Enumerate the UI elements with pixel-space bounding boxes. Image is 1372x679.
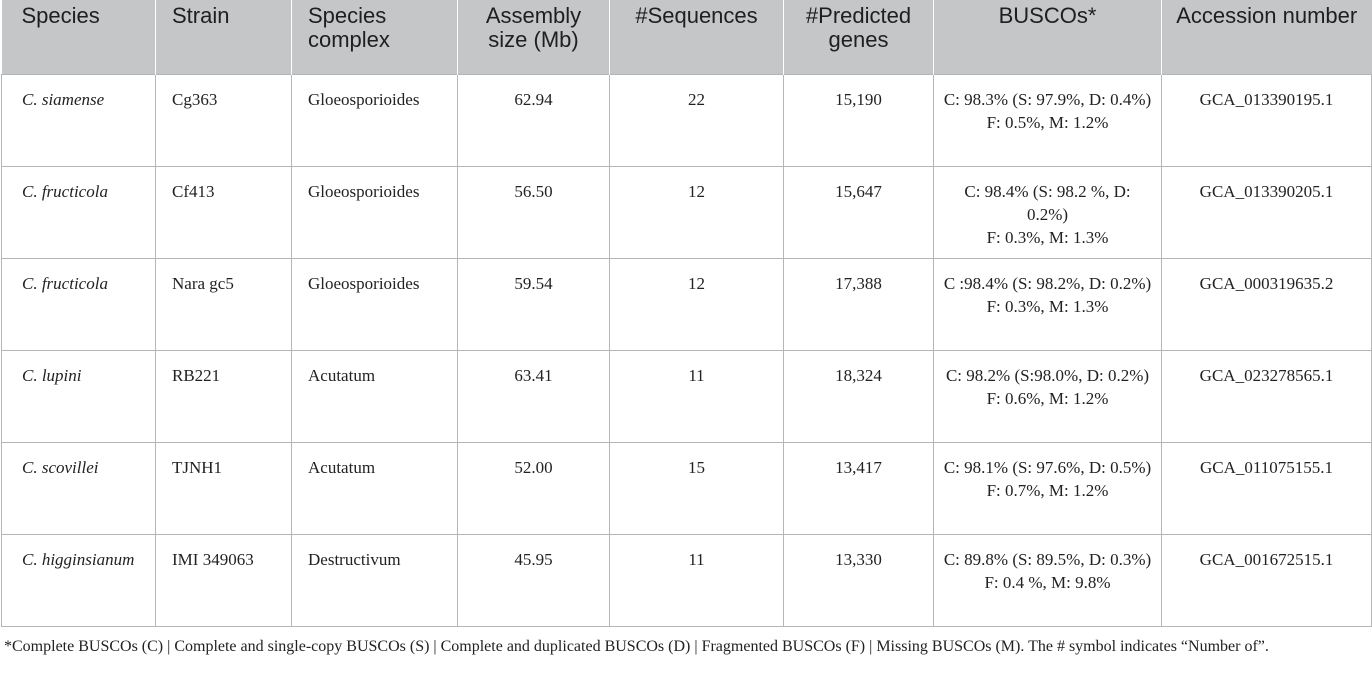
cell-buscos: C :98.4% (S: 98.2%, D: 0.2%) F: 0.3%, M:… [933,257,1162,351]
cell-sequences: 22 [609,73,784,167]
header-buscos: BUSCOs* [933,0,1162,74]
busco-complete-text: C :98.4% (S: 98.2%, D: 0.2%) [943,273,1152,293]
cell-accession: GCA_001672515.1 [1161,533,1372,627]
cell-species-complex: Gloeosporioides [291,257,458,351]
cell-assembly-size: 52.00 [457,441,610,535]
cell-assembly-size: 63.41 [457,349,610,443]
table-row: C. fructicola Nara gc5 Gloeosporioides 5… [1,257,1372,351]
table-row: C. higginsianum IMI 349063 Destructivum … [1,533,1372,627]
busco-complete-text: C: 98.2% (S:98.0%, D: 0.2%) [945,365,1150,385]
header-row: Species Strain Species complex Assembly … [1,0,1372,74]
cell-sequences: 11 [609,533,784,627]
cell-predicted-genes: 17,388 [783,257,934,351]
cell-buscos: C: 89.8% (S: 89.5%, D: 0.3%) F: 0.4 %, M… [933,533,1162,627]
cell-species: C. fructicola [1,257,156,351]
busco-complete-text: C: 98.4% (S: 98.2 %, D: 0.2%) [964,181,1131,224]
busco-complete-text: C: 98.3% (S: 97.9%, D: 0.4%) [943,89,1152,109]
cell-species-complex: Acutatum [291,441,458,535]
cell-strain: Cg363 [155,73,292,167]
cell-species-complex: Gloeosporioides [291,73,458,167]
cell-sequences: 12 [609,257,784,351]
table-row: C. fructicola Cf413 Gloeosporioides 56.5… [1,165,1372,259]
cell-buscos: C: 98.3% (S: 97.9%, D: 0.4%) F: 0.5%, M:… [933,73,1162,167]
header-predicted-genes: #Predicted genes [783,0,934,74]
table-row: C. lupini RB221 Acutatum 63.41 11 18,324… [1,349,1372,443]
busco-fragmented-missing-text: F: 0.6%, M: 1.2% [986,388,1109,408]
header-assembly-size: Assembly size (Mb) [457,0,610,74]
table-row: C. siamense Cg363 Gloeosporioides 62.94 … [1,73,1372,167]
cell-species: C. higginsianum [1,533,156,627]
cell-species-complex: Acutatum [291,349,458,443]
cell-species: C. scovillei [1,441,156,535]
genome-table: Species Strain Species complex Assembly … [1,0,1372,627]
cell-buscos: C: 98.2% (S:98.0%, D: 0.2%) F: 0.6%, M: … [933,349,1162,443]
busco-fragmented-missing-text: F: 0.7%, M: 1.2% [986,480,1109,500]
header-strain: Strain [155,0,292,74]
header-species-complex: Species complex [291,0,458,74]
header-accession-number: Accession number [1161,0,1372,74]
cell-accession: GCA_013390195.1 [1161,73,1372,167]
cell-accession: GCA_023278565.1 [1161,349,1372,443]
cell-strain: IMI 349063 [155,533,292,627]
cell-species: C. siamense [1,73,156,167]
busco-fragmented-missing-text: F: 0.3%, M: 1.3% [986,296,1109,316]
cell-strain: RB221 [155,349,292,443]
cell-predicted-genes: 15,647 [783,165,934,259]
cell-sequences: 12 [609,165,784,259]
busco-fragmented-missing-text: F: 0.3%, M: 1.3% [986,227,1109,247]
cell-predicted-genes: 13,417 [783,441,934,535]
cell-assembly-size: 56.50 [457,165,610,259]
cell-species: C. lupini [1,349,156,443]
cell-species-complex: Gloeosporioides [291,165,458,259]
header-species: Species [1,0,156,74]
cell-accession: GCA_013390205.1 [1161,165,1372,259]
busco-fragmented-missing-text: F: 0.5%, M: 1.2% [986,112,1109,132]
cell-predicted-genes: 13,330 [783,533,934,627]
cell-species: C. fructicola [1,165,156,259]
cell-species-complex: Destructivum [291,533,458,627]
busco-complete-text: C: 89.8% (S: 89.5%, D: 0.3%) [943,549,1152,569]
cell-buscos: C: 98.1% (S: 97.6%, D: 0.5%) F: 0.7%, M:… [933,441,1162,535]
busco-complete-text: C: 98.1% (S: 97.6%, D: 0.5%) [943,457,1152,477]
cell-predicted-genes: 15,190 [783,73,934,167]
cell-assembly-size: 62.94 [457,73,610,167]
cell-sequences: 11 [609,349,784,443]
header-sequences: #Sequences [609,0,784,74]
busco-fragmented-missing-text: F: 0.4 %, M: 9.8% [984,572,1111,592]
cell-assembly-size: 59.54 [457,257,610,351]
cell-buscos: C: 98.4% (S: 98.2 %, D: 0.2%) F: 0.3%, M… [933,165,1162,259]
cell-predicted-genes: 18,324 [783,349,934,443]
cell-assembly-size: 45.95 [457,533,610,627]
cell-sequences: 15 [609,441,784,535]
cell-accession: GCA_011075155.1 [1161,441,1372,535]
cell-strain: TJNH1 [155,441,292,535]
cell-strain: Nara gc5 [155,257,292,351]
table-row: C. scovillei TJNH1 Acutatum 52.00 15 13,… [1,441,1372,535]
cell-strain: Cf413 [155,165,292,259]
table-footnote: *Complete BUSCOs (C) | Complete and sing… [4,637,1269,655]
cell-accession: GCA_000319635.2 [1161,257,1372,351]
